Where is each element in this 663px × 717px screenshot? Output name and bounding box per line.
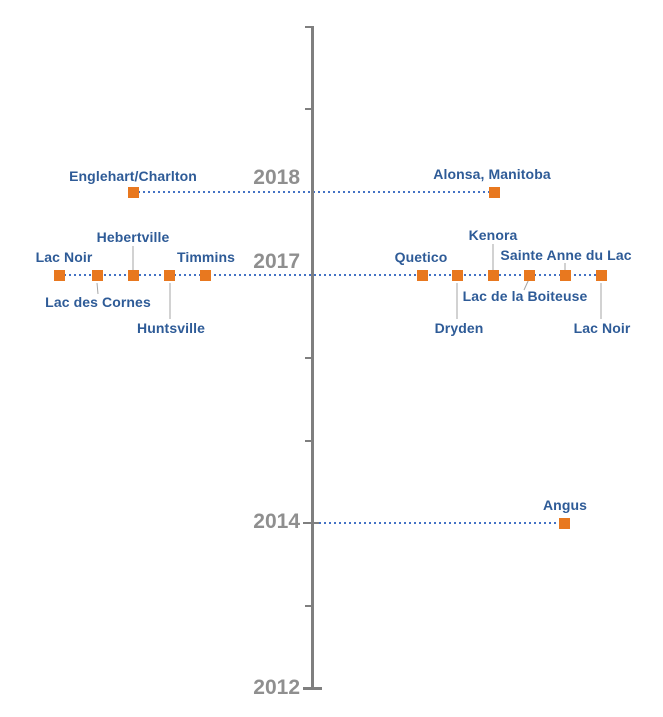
axis-bottom-cap [303,687,322,690]
year-label-2012: 2012 [253,676,300,699]
data-point-marker-lac-noir [595,269,607,281]
dotted-line-2018 [133,191,494,194]
data-point-label-dryden: Dryden [434,320,484,336]
data-point-marker-huntsville [163,269,175,281]
data-point-marker-lac-des-cornes [91,269,103,281]
data-point-label-lac-des-cornes: Lac des Cornes [45,294,151,310]
axis-tick-2013 [305,605,312,608]
data-point-label-alonsa-manitoba: Alonsa, Manitoba [433,166,551,182]
dotted-line-2014 [314,522,564,525]
data-point-marker-dryden [451,269,463,281]
data-point-label-lac-noir: Lac Noir [573,320,631,336]
year-label-2017: 2017 [253,250,300,273]
year-label-2018: 2018 [253,166,300,189]
data-point-marker-lac-de-la-boiteuse [523,269,535,281]
data-point-label-sainte-anne-du-lac: Sainte Anne du Lac [500,247,632,263]
data-point-label-lac-noir: Lac Noir [35,249,93,265]
data-point-label-angus: Angus [542,497,588,513]
year-label-2014: 2014 [253,510,300,533]
data-point-label-kenora: Kenora [468,227,518,243]
data-point-marker-kenora [487,269,499,281]
axis-tick-2014 [303,522,319,525]
axis-tick-2019 [305,108,312,111]
data-point-label-huntsville: Huntsville [137,320,205,336]
data-point-marker-hebertville [127,269,139,281]
data-point-label-lac-de-la-boiteuse: Lac de la Boiteuse [462,288,588,304]
axis-tick-2016 [305,356,312,359]
data-point-marker-sainte-anne-du-lac [559,269,571,281]
data-point-label-timmins: Timmins [176,249,236,265]
data-point-marker-timmins [199,269,211,281]
data-point-marker-englehart-charlton [127,186,139,198]
data-point-label-quetico: Quetico [394,249,448,265]
leader-line-lac-des-cornes [96,282,99,295]
data-point-label-englehart-charlton: Englehart/Charlton [69,168,197,184]
axis-tick-2020 [305,25,312,28]
data-point-marker-alonsa-manitoba [488,186,500,198]
axis-tick-2015 [305,439,312,442]
data-point-marker-quetico [416,269,428,281]
dotted-line-2017 [59,274,601,276]
data-point-marker-lac-noir [53,269,65,281]
data-point-label-hebertville: Hebertville [96,229,170,245]
y-axis-line [310,26,314,689]
data-point-marker-angus [558,517,570,529]
